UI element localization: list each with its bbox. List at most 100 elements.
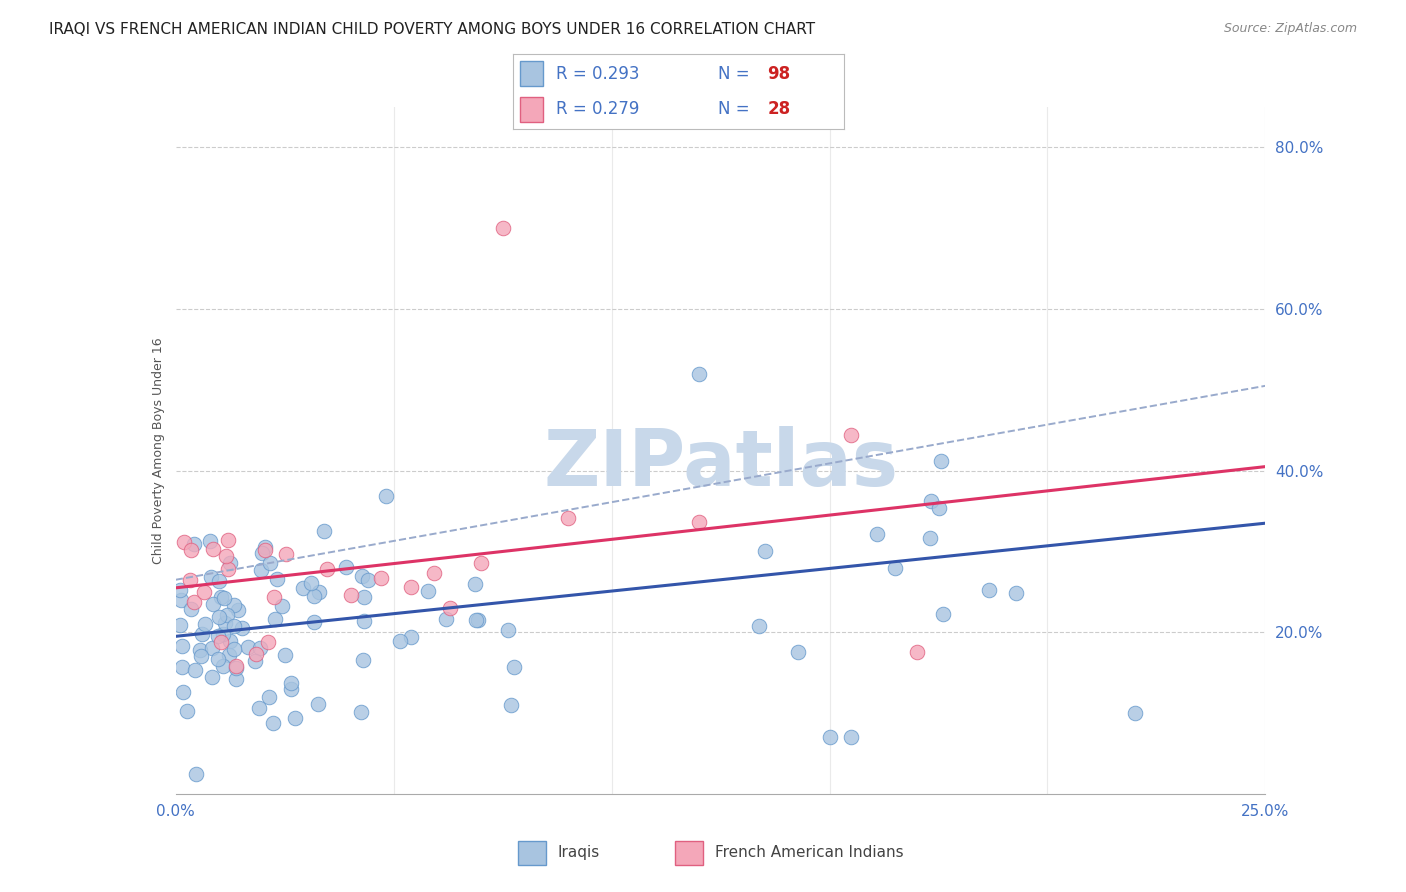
Point — [170, 639, 193, 653]
Point — [190, 649, 212, 664]
Point — [932, 607, 955, 622]
Point — [929, 453, 952, 467]
Point — [335, 560, 357, 574]
Point — [283, 710, 305, 724]
Point — [374, 489, 396, 503]
Point — [754, 544, 776, 558]
FancyBboxPatch shape — [675, 841, 703, 864]
Point — [349, 705, 371, 719]
Point — [212, 627, 235, 641]
Point — [262, 715, 284, 730]
Point — [209, 635, 232, 649]
Point — [194, 616, 217, 631]
Point — [502, 660, 524, 674]
Point — [786, 644, 808, 658]
Point — [1004, 586, 1026, 600]
Text: Iraqis: Iraqis — [557, 846, 599, 860]
Point — [434, 612, 457, 626]
Text: N =: N = — [718, 100, 749, 119]
Point — [236, 640, 259, 654]
Point — [257, 690, 280, 704]
Point — [492, 221, 515, 235]
Point — [496, 623, 519, 637]
Point — [222, 618, 245, 632]
Point — [179, 573, 201, 587]
Text: IRAQI VS FRENCH AMERICAN INDIAN CHILD POVERTY AMONG BOYS UNDER 16 CORRELATION CH: IRAQI VS FRENCH AMERICAN INDIAN CHILD PO… — [49, 22, 815, 37]
Point — [245, 647, 267, 661]
Point — [399, 580, 422, 594]
Point — [467, 613, 489, 627]
Point — [905, 645, 928, 659]
Point — [212, 591, 235, 605]
Point — [222, 642, 245, 657]
Point — [918, 531, 941, 545]
Point — [219, 634, 242, 648]
Point — [201, 640, 224, 655]
Point — [688, 515, 710, 529]
Point — [183, 663, 205, 677]
Point — [841, 731, 863, 745]
Point — [173, 534, 195, 549]
Point — [207, 652, 229, 666]
Point — [259, 557, 281, 571]
Point — [186, 766, 208, 780]
Point — [273, 648, 295, 662]
Point — [202, 541, 225, 556]
Point — [212, 658, 235, 673]
Point — [215, 549, 238, 563]
Point — [253, 542, 276, 557]
Point — [399, 630, 422, 644]
Point — [353, 614, 375, 628]
Point — [350, 569, 373, 583]
Point — [316, 562, 339, 576]
Point — [201, 670, 224, 684]
FancyBboxPatch shape — [520, 96, 543, 122]
Point — [252, 545, 274, 559]
Point — [180, 602, 202, 616]
Point — [370, 571, 392, 585]
Point — [307, 697, 329, 711]
Point — [218, 648, 240, 662]
Point — [253, 540, 276, 554]
Point — [920, 493, 942, 508]
Point — [264, 612, 287, 626]
Y-axis label: Child Poverty Among Boys Under 16: Child Poverty Among Boys Under 16 — [152, 337, 165, 564]
Point — [688, 367, 710, 381]
Point — [356, 573, 378, 587]
Point — [470, 556, 492, 570]
Point — [169, 618, 191, 632]
Point — [302, 589, 325, 603]
FancyBboxPatch shape — [517, 841, 546, 864]
Point — [191, 627, 214, 641]
Text: R = 0.279: R = 0.279 — [557, 100, 640, 119]
Text: French American Indians: French American Indians — [714, 846, 904, 860]
Point — [353, 590, 375, 604]
Point — [183, 595, 205, 609]
Point — [280, 682, 302, 697]
Point — [1123, 706, 1146, 720]
Point — [200, 570, 222, 584]
Text: Source: ZipAtlas.com: Source: ZipAtlas.com — [1223, 22, 1357, 36]
Point — [270, 599, 292, 614]
Point — [465, 614, 488, 628]
Point — [439, 600, 461, 615]
Point — [231, 621, 253, 635]
Point — [499, 698, 522, 712]
Point — [209, 591, 232, 605]
Point — [266, 572, 288, 586]
Point — [207, 629, 229, 643]
Point — [308, 585, 330, 599]
Point — [302, 615, 325, 629]
Point — [884, 561, 907, 575]
Point — [250, 563, 273, 577]
Point — [226, 603, 249, 617]
Point — [866, 527, 889, 541]
FancyBboxPatch shape — [520, 62, 543, 87]
Point — [225, 659, 247, 673]
Point — [928, 501, 950, 516]
Point — [214, 615, 236, 630]
Point — [170, 659, 193, 673]
Point — [180, 543, 202, 558]
Point — [208, 574, 231, 589]
Text: ZIPatlas: ZIPatlas — [543, 426, 898, 502]
